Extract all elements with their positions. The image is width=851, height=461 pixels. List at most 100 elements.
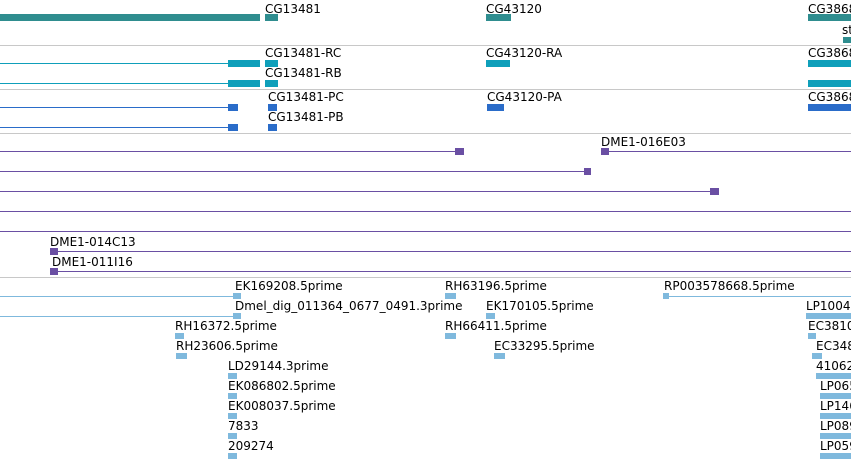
protein-feature-pc-end[interactable]: [268, 104, 277, 111]
est-label-rh16372[interactable]: RH16372.5prime: [175, 319, 277, 333]
est-label-rh23606[interactable]: RH23606.5prime: [176, 339, 278, 353]
protein-track: CG13481-PC CG13481-PB CG43120-PA CG3868: [0, 90, 851, 134]
clone-end-2[interactable]: [584, 168, 591, 175]
protein-line-pc: [0, 107, 230, 108]
protein-feature-pb-end[interactable]: [268, 124, 277, 131]
est-label-ek169208[interactable]: EK169208.5prime: [235, 279, 343, 293]
gene-feature-cg13481-end[interactable]: [265, 14, 278, 21]
est-feature-rh16372[interactable]: [175, 333, 184, 339]
gene-label-st[interactable]: st: [842, 23, 851, 37]
est-line-dmel-dig: [0, 316, 235, 317]
transcript-label-cg13481-rb[interactable]: CG13481-RB: [265, 66, 342, 80]
est-feature-ek086802[interactable]: [228, 393, 237, 399]
clone-start-dme1-011i16[interactable]: [50, 268, 58, 275]
protein-feature-pc[interactable]: [228, 104, 238, 111]
est-feature-ld29144[interactable]: [228, 373, 237, 379]
est-label-rh66411[interactable]: RH66411.5prime: [445, 319, 547, 333]
est-label-ek008037[interactable]: EK008037.5prime: [228, 399, 336, 413]
est-feature-lp146[interactable]: [820, 413, 851, 419]
protein-label-cg3868[interactable]: CG3868: [808, 90, 851, 104]
protein-feature-cg3868[interactable]: [808, 104, 851, 111]
est-line-ek169208: [0, 296, 235, 297]
est-label-ec348[interactable]: EC348: [816, 339, 851, 353]
transcript-label-cg13481-rc[interactable]: CG13481-RC: [265, 46, 342, 60]
est-feature-ek008037[interactable]: [228, 413, 237, 419]
transcript-exon-rb-end[interactable]: [265, 80, 278, 87]
est-label-ek170105[interactable]: EK170105.5prime: [486, 299, 594, 313]
est-feature-lp089[interactable]: [820, 433, 851, 439]
est-feature-rh23606[interactable]: [176, 353, 187, 359]
clone-line-3[interactable]: [0, 191, 716, 192]
transcript-intron-rc: [0, 63, 228, 64]
est-label-lp089[interactable]: LP089: [820, 419, 851, 433]
est-feature-ec348[interactable]: [812, 353, 822, 359]
clone-end-3[interactable]: [710, 188, 719, 195]
est-line-rp003578668: [664, 296, 851, 297]
protein-label-cg43120-pa[interactable]: CG43120-PA: [487, 90, 562, 104]
est-label-ld29144[interactable]: LD29144.3prime: [228, 359, 329, 373]
gene-feature-cg43120[interactable]: [486, 14, 511, 21]
est-feature-lp065[interactable]: [820, 393, 851, 399]
est-feature-rp003578668[interactable]: [663, 293, 669, 299]
clone-line-dme1-016e03[interactable]: [601, 151, 851, 152]
protein-label-cg13481-pc[interactable]: CG13481-PC: [268, 90, 344, 104]
est-feature-ek169208[interactable]: [233, 293, 241, 299]
est-feature-rh63196[interactable]: [445, 293, 456, 299]
est-label-lp059[interactable]: LP059: [820, 439, 851, 453]
clone-track: DME1-016E03 DME1-014C13 DME1-011I16: [0, 134, 851, 278]
gene-label-cg43120[interactable]: CG43120: [486, 2, 542, 16]
est-label-209274[interactable]: 209274: [228, 439, 274, 453]
clone-line-5[interactable]: [0, 231, 851, 232]
clone-label-dme1-014c13[interactable]: DME1-014C13: [50, 235, 136, 249]
clone-start-dme1-014c13[interactable]: [50, 248, 58, 255]
transcript-exon-cg3868-b[interactable]: [808, 80, 851, 87]
est-feature-ec3810[interactable]: [808, 333, 816, 339]
est-label-lp1004[interactable]: LP1004: [806, 299, 851, 313]
est-feature-7833[interactable]: [228, 433, 237, 439]
est-label-ec3810[interactable]: EC3810: [808, 319, 851, 333]
transcript-intron-rb: [0, 83, 228, 84]
est-feature-41062[interactable]: [816, 373, 851, 379]
est-feature-209274[interactable]: [228, 453, 237, 459]
est-feature-dmel-dig[interactable]: [233, 313, 241, 319]
protein-feature-pb[interactable]: [228, 124, 238, 131]
est-feature-rh66411[interactable]: [445, 333, 456, 339]
clone-line-4[interactable]: [0, 211, 851, 212]
transcript-label-cg43120-ra[interactable]: CG43120-RA: [486, 46, 563, 60]
transcript-exon-rc[interactable]: [228, 60, 260, 67]
clone-line-dme1-011i16[interactable]: [50, 271, 851, 272]
est-feature-lp1004[interactable]: [806, 313, 851, 319]
clone-line-2[interactable]: [0, 171, 588, 172]
est-label-rh63196[interactable]: RH63196.5prime: [445, 279, 547, 293]
gene-feature-cg3868[interactable]: [808, 14, 851, 21]
est-label-lp146[interactable]: LP146: [820, 399, 851, 413]
protein-label-cg13481-pb[interactable]: CG13481-PB: [268, 110, 344, 124]
transcript-exon-rb[interactable]: [228, 80, 260, 87]
est-feature-ek170105[interactable]: [486, 313, 495, 319]
est-label-dmel-dig[interactable]: Dmel_dig_011364_0677_0491.3prime: [235, 299, 463, 313]
est-label-ec33295[interactable]: EC33295.5prime: [494, 339, 595, 353]
clone-label-dme1-016e03[interactable]: DME1-016E03: [601, 135, 686, 149]
gene-label-cg3868[interactable]: CG3868: [808, 2, 851, 16]
gene-label-cg13481[interactable]: CG13481: [265, 2, 321, 16]
gene-feature-cg13481[interactable]: [0, 14, 260, 21]
transcript-label-cg3868[interactable]: CG3868: [808, 46, 851, 60]
transcript-exon-rc-end[interactable]: [265, 60, 278, 67]
protein-feature-pa[interactable]: [487, 104, 504, 111]
gene-feature-st[interactable]: [843, 37, 851, 43]
est-label-41062[interactable]: 41062: [816, 359, 851, 373]
clone-line-1: [0, 151, 460, 152]
clone-start-dme1-016e03[interactable]: [601, 148, 609, 155]
est-label-ek086802[interactable]: EK086802.5prime: [228, 379, 336, 393]
est-label-rp003578668[interactable]: RP003578668.5prime: [664, 279, 795, 293]
clone-label-dme1-011i16[interactable]: DME1-011I16: [52, 255, 133, 269]
transcript-exon-cg3868[interactable]: [808, 60, 851, 67]
est-label-7833[interactable]: 7833: [228, 419, 259, 433]
est-track: EK169208.5prime Dmel_dig_011364_0677_049…: [0, 278, 851, 461]
est-label-lp065[interactable]: LP065: [820, 379, 851, 393]
est-feature-ec33295[interactable]: [494, 353, 505, 359]
clone-end-1[interactable]: [455, 148, 464, 155]
clone-line-dme1-014c13[interactable]: [50, 251, 851, 252]
est-feature-lp059[interactable]: [820, 453, 851, 459]
transcript-exon-ra[interactable]: [486, 60, 510, 67]
